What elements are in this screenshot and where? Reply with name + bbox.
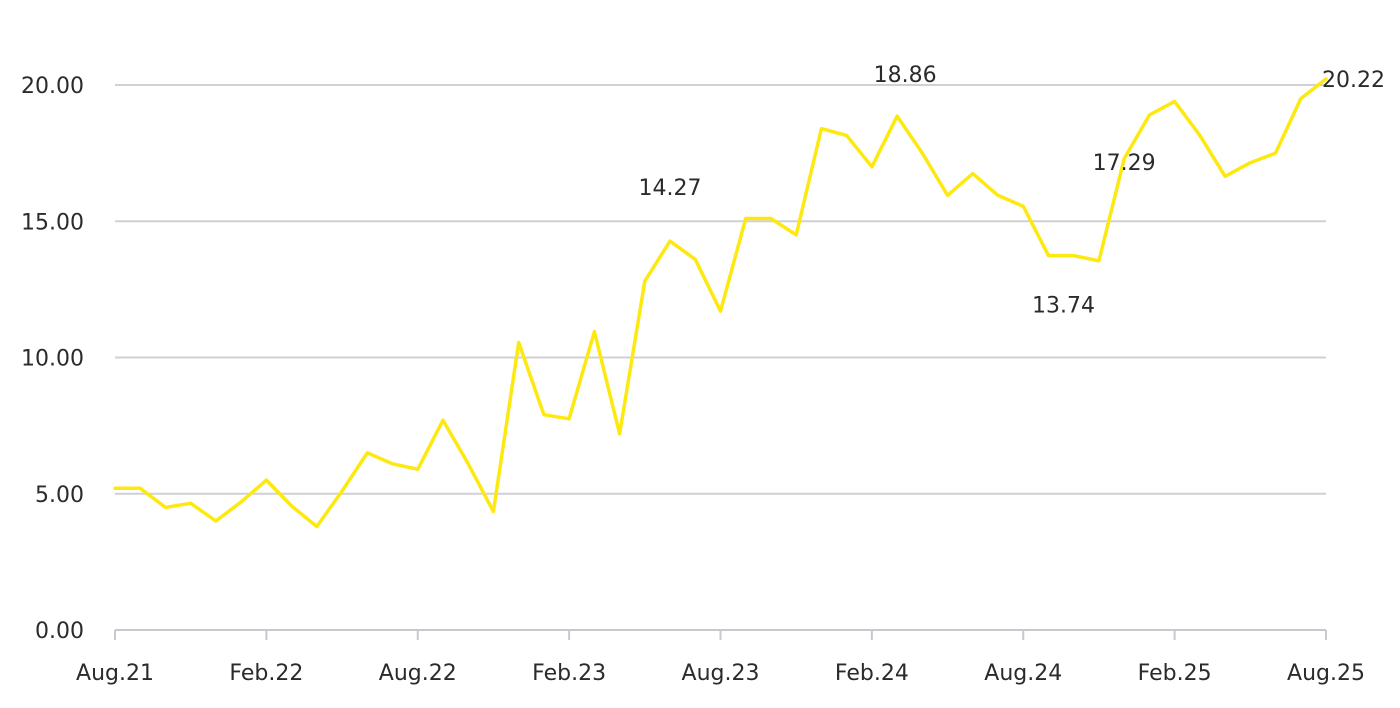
x-tick-label: Feb.24 [835,661,909,686]
y-tick-label: 10.00 [21,347,84,372]
series-group [113,77,1328,529]
data-label: 18.86 [874,63,937,88]
data-labels: 14.27 18.86 13.74 17.29 20.22 [639,63,1385,319]
data-label: 17.29 [1093,151,1156,176]
x-tick-label: Feb.22 [229,661,303,686]
data-label: 20.22 [1322,68,1385,93]
x-tick-label: Aug.24 [984,661,1062,686]
y-tick-label: 0.00 [35,619,84,644]
data-label: 14.27 [639,176,702,201]
y-tick-label: 15.00 [21,210,84,235]
y-axis: 0.00 5.00 10.00 15.00 20.00 [21,74,84,644]
series-line [113,77,1328,529]
gridlines [115,84,1326,495]
x-tick-label: Aug.23 [682,661,760,686]
x-tick-label: Feb.25 [1138,661,1212,686]
x-tick-label: Aug.25 [1287,661,1365,686]
x-tick-label: Aug.21 [76,661,154,686]
x-tick-label: Feb.23 [532,661,606,686]
y-tick-label: 20.00 [21,74,84,99]
x-tick-label: Aug.22 [379,661,457,686]
y-tick-label: 5.00 [35,483,84,508]
x-axis: Aug.21 Feb.22 Aug.22 Feb.23 Aug.23 Feb.24 Aug.… [76,629,1365,686]
data-label: 13.74 [1032,294,1095,319]
